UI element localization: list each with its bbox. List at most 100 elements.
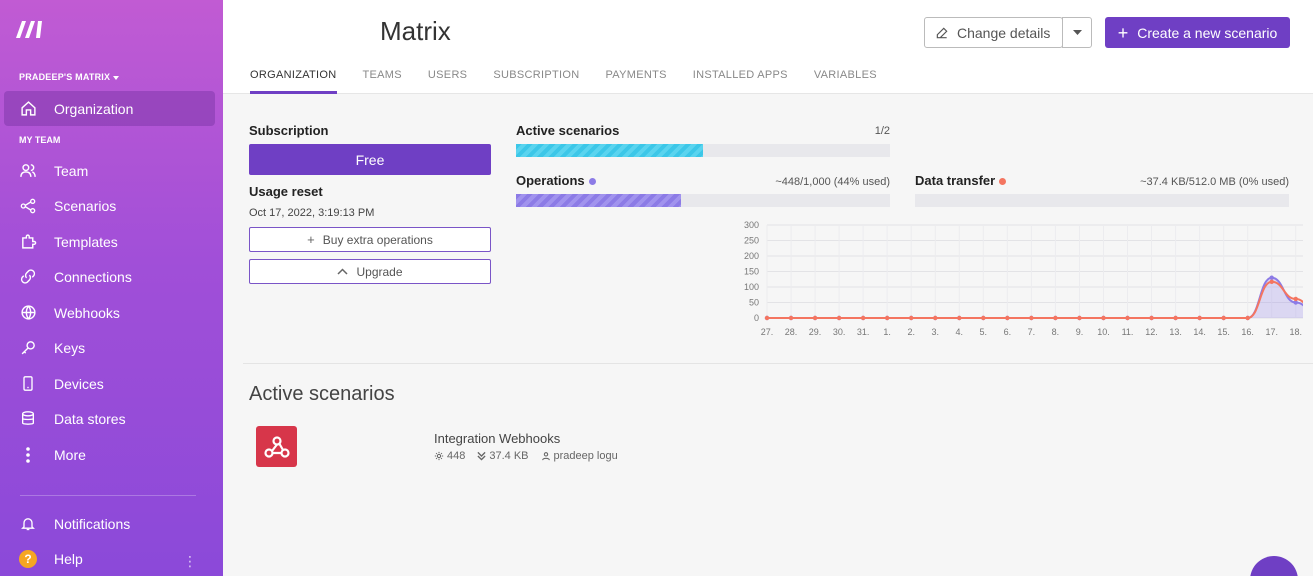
data-transfer-point — [860, 315, 866, 321]
operations-legend-dot — [588, 178, 596, 186]
help-options-icon[interactable]: ⋮ — [183, 553, 197, 569]
buy-extra-operations-button[interactable]: + Buy extra operations — [249, 227, 491, 252]
data-transfer-point — [1197, 315, 1202, 321]
tab-subscription[interactable]: SUBSCRIPTION — [493, 69, 580, 81]
edit-icon — [936, 27, 948, 38]
data-transfer-point — [1053, 315, 1058, 321]
x-tick-label: 13. — [1169, 327, 1182, 337]
share-nodes-icon — [18, 196, 38, 216]
cog-icon — [434, 451, 444, 461]
sidebar-item-more[interactable]: More — [4, 437, 215, 472]
data-transfer-point — [933, 315, 938, 321]
y-left-tick-label: 150 — [744, 267, 759, 277]
x-tick-label: 15. — [1217, 327, 1230, 337]
operations-meter-fill — [516, 194, 681, 207]
data-transfer-point — [1245, 315, 1250, 321]
operations-meter-title: Operations — [516, 173, 596, 188]
scenario-data: 37.4 KB — [477, 450, 529, 462]
sidebar-item-label: Connections — [54, 268, 132, 285]
org-switcher[interactable]: PRADEEP'S MATRIX — [19, 72, 120, 82]
x-tick-label: 30. — [833, 327, 846, 337]
sidebar-item-label: Templates — [54, 233, 118, 250]
create-scenario-label: Create a new scenario — [1137, 24, 1278, 41]
scenario-name[interactable]: Integration Webhooks — [434, 431, 561, 446]
link-icon — [18, 267, 38, 287]
data-transfer-point — [836, 315, 842, 321]
y-left-tick-label: 50 — [749, 298, 759, 308]
caret-down-icon — [113, 75, 120, 80]
subscription-title: Subscription — [249, 123, 329, 138]
change-details-label: Change details — [957, 24, 1051, 41]
tab-installed-apps[interactable]: INSTALLED APPS — [692, 69, 788, 81]
active-scenarios-count: 1/2 — [874, 125, 890, 137]
sidebar-item-label: Team — [54, 162, 89, 179]
sidebar-item-data-stores[interactable]: Data stores — [4, 401, 215, 436]
x-tick-label: 16. — [1241, 327, 1254, 337]
active-scenarios-meter — [516, 144, 890, 157]
upgrade-button[interactable]: Upgrade — [249, 259, 491, 284]
org-tabs: ORGANIZATION TEAMS USERS SUBSCRIPTION PA… — [250, 69, 903, 94]
y-left-tick-label: 300 — [744, 220, 759, 230]
usage-chart: 300 250 200 150 100 50 027. 28. 29. 30. 31. 1. 2. 3. 4… — [744, 220, 1303, 337]
data-transfer-point — [981, 315, 986, 321]
x-tick-label: 27. — [761, 327, 774, 337]
sidebar-item-label: Keys — [54, 339, 86, 356]
sidebar-divider — [20, 495, 196, 496]
data-transfer-point — [788, 315, 794, 321]
sidebar-item-keys[interactable]: Keys — [4, 330, 215, 365]
sidebar-item-devices[interactable]: Devices — [4, 366, 215, 401]
sidebar-item-label: More — [54, 446, 86, 463]
sidebar: PRADEEP'S MATRIX Organization MY TEAM Te… — [0, 0, 223, 576]
section-label-my-team: MY TEAM — [19, 135, 61, 145]
sidebar-item-label: Data stores — [54, 410, 126, 427]
create-scenario-button[interactable]: + Create a new scenario — [1105, 17, 1290, 48]
scenario-owner-value: pradeep logu — [553, 450, 618, 462]
tab-users[interactable]: USERS — [427, 69, 468, 81]
sidebar-item-help[interactable]: ? Help ⋮ — [4, 541, 215, 576]
x-tick-label: 17. — [1265, 327, 1278, 337]
operations-point — [1269, 275, 1274, 280]
scenario-operations: 448 — [434, 450, 465, 462]
page-header: Matrix Change details + Create a new sce… — [223, 0, 1313, 94]
double-chevron-down-icon — [477, 451, 486, 461]
upgrade-label: Upgrade — [356, 264, 403, 279]
data-transfer-point — [1221, 315, 1226, 321]
bell-icon — [18, 514, 38, 534]
sidebar-item-scenarios[interactable]: Scenarios — [4, 188, 215, 223]
data-transfer-title-text: Data transfer — [915, 173, 996, 188]
plan-badge: Free — [249, 144, 491, 175]
tab-organization[interactable]: ORGANIZATION — [250, 69, 337, 94]
sidebar-item-label: Devices — [54, 375, 104, 392]
sidebar-item-webhooks[interactable]: Webhooks — [4, 295, 215, 330]
x-tick-label: 8. — [1052, 327, 1060, 337]
x-tick-label: 28. — [785, 327, 798, 337]
change-details-button[interactable]: Change details — [924, 17, 1063, 48]
help-chat-button[interactable] — [1250, 556, 1298, 576]
database-icon — [18, 409, 38, 429]
page-title: Matrix — [380, 16, 451, 46]
x-tick-label: 5. — [980, 327, 988, 337]
scenario-owner: pradeep logu — [541, 450, 618, 462]
sidebar-item-label: Scenarios — [54, 197, 117, 214]
user-icon — [541, 452, 550, 461]
data-transfer-point — [1149, 315, 1154, 321]
tab-variables[interactable]: VARIABLES — [813, 69, 877, 81]
sidebar-item-team[interactable]: Team — [4, 153, 215, 188]
sidebar-item-notifications[interactable]: Notifications — [4, 506, 215, 541]
sidebar-item-templates[interactable]: Templates — [4, 224, 215, 259]
x-tick-label: 12. — [1145, 327, 1158, 337]
sidebar-item-label: Notifications — [54, 515, 131, 532]
tab-payments[interactable]: PAYMENTS — [605, 69, 667, 81]
scenario-data-value: 37.4 KB — [489, 450, 529, 462]
x-tick-label: 1. — [883, 327, 891, 337]
sidebar-item-connections[interactable]: Connections — [4, 259, 215, 294]
change-details-dropdown-button[interactable] — [1062, 17, 1092, 48]
chevron-up-icon — [337, 268, 349, 275]
scenario-meta: 448 37.4 KB pradeep logu — [434, 450, 630, 462]
sidebar-item-organization[interactable]: Organization — [4, 91, 215, 126]
data-transfer-point — [1293, 296, 1298, 302]
tab-teams[interactable]: TEAMS — [362, 69, 402, 81]
make-logo-icon[interactable] — [14, 18, 46, 40]
data-transfer-point — [909, 315, 914, 321]
help-icon-wrap: ? — [18, 549, 38, 569]
